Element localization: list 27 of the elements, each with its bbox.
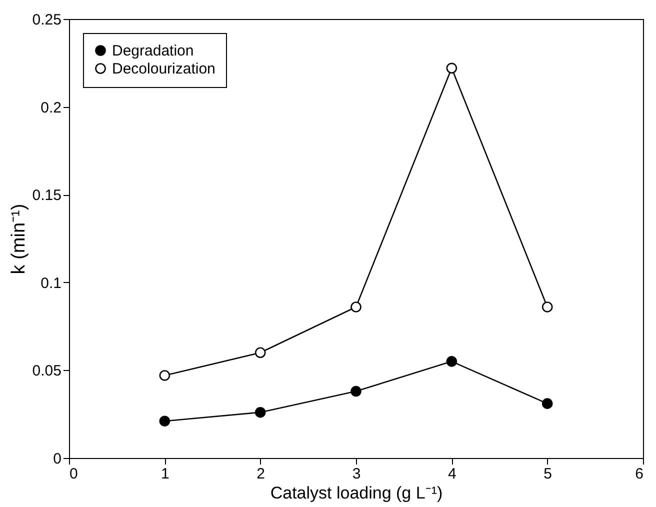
point (159, 416, 170, 427)
x-tick-label: 0 (70, 466, 78, 482)
point (350, 302, 362, 312)
y-tick-label: 0 (53, 450, 62, 468)
y-tick-label: 0.25 (32, 12, 62, 28)
y-tick-label: 0.2 (40, 99, 62, 116)
y-axis-title: k (min⁻¹) (8, 204, 30, 274)
x-tick-label: 1 (160, 466, 170, 482)
x-tick-label: 5 (544, 466, 552, 482)
y-tick-label: 0.1 (40, 274, 62, 292)
x-tick-label: 2 (256, 466, 266, 482)
legend-label: Degradation (112, 42, 194, 60)
point (542, 302, 553, 312)
point (446, 62, 458, 74)
point (254, 406, 266, 418)
point (542, 398, 553, 409)
y-tick-label: 0.05 (32, 362, 62, 380)
point (350, 386, 362, 397)
point (159, 370, 170, 381)
point (254, 347, 266, 358)
x-tick-label: 3 (352, 466, 361, 482)
x-axis-title: Catalyst loading (g L⁻¹) (270, 484, 443, 502)
x-tick-label: 4 (448, 466, 456, 482)
x-tick-label: 6 (635, 466, 644, 482)
point (446, 356, 458, 367)
legend-label: Decolourization (112, 60, 216, 78)
y-tick-label: 0.15 (32, 187, 62, 204)
